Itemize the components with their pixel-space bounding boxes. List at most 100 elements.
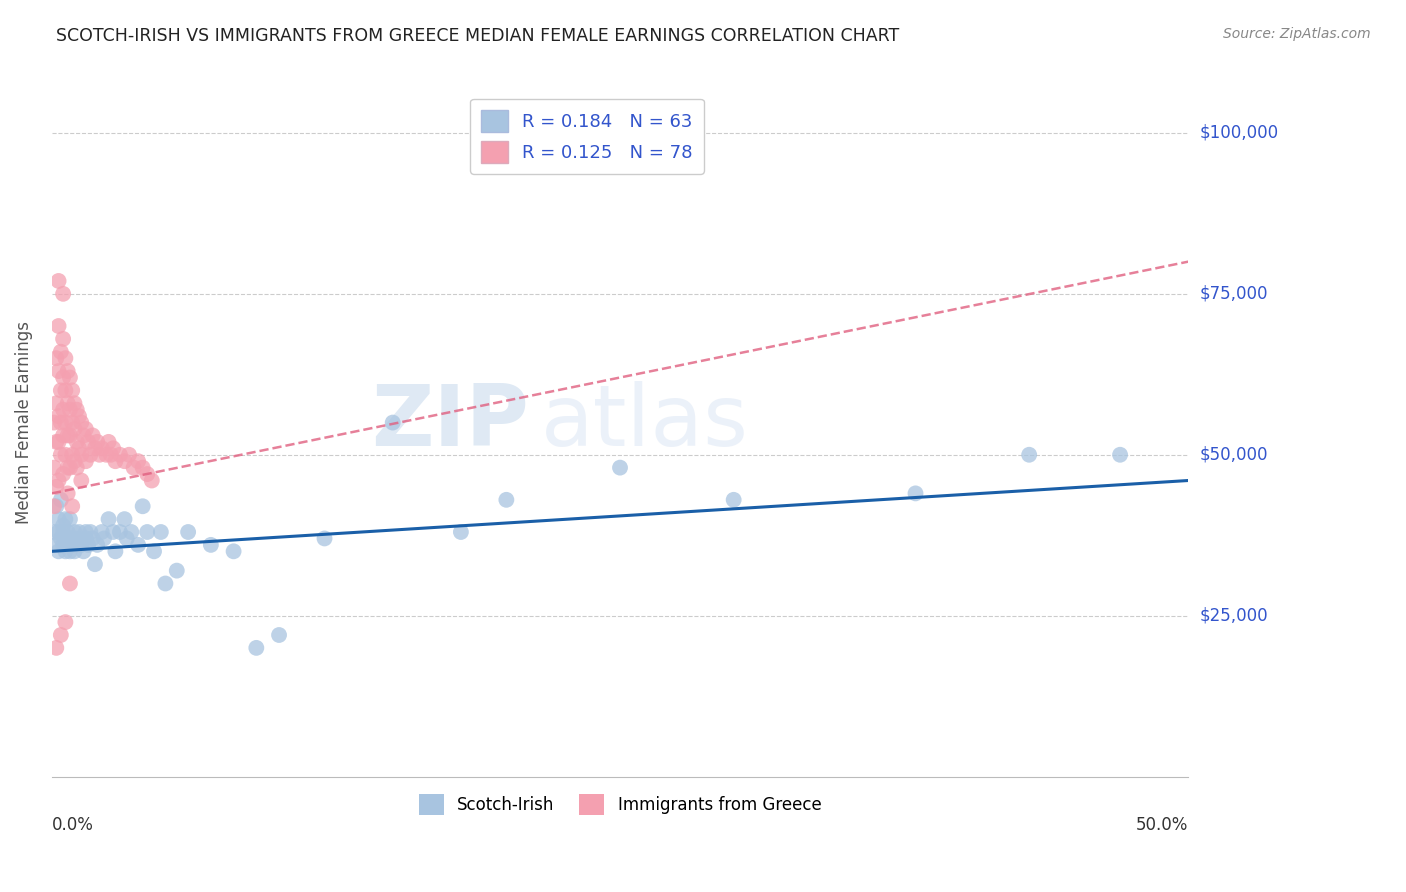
Point	[166, 564, 188, 578]
Text: $50,000: $50,000	[1199, 446, 1268, 464]
Point	[101, 442, 124, 456]
Point	[56, 364, 79, 378]
Point	[75, 524, 97, 539]
Point	[55, 544, 77, 558]
Point	[89, 448, 111, 462]
Point	[56, 486, 79, 500]
Point	[45, 434, 67, 449]
Point	[114, 512, 136, 526]
Point	[70, 416, 93, 430]
Point	[84, 558, 107, 572]
Point	[96, 448, 118, 462]
Point	[63, 422, 86, 436]
Point	[66, 402, 89, 417]
Point	[48, 474, 70, 488]
Point	[55, 351, 77, 366]
Point	[118, 448, 141, 462]
Point	[97, 434, 120, 449]
Point	[49, 344, 72, 359]
Point	[131, 500, 153, 514]
Point	[676, 158, 699, 172]
Point	[49, 416, 72, 430]
Text: 50.0%: 50.0%	[1136, 815, 1188, 833]
Point	[108, 448, 131, 462]
Point	[60, 416, 83, 430]
Point	[56, 396, 79, 410]
Point	[70, 448, 93, 462]
Point	[55, 532, 77, 546]
Point	[72, 544, 94, 558]
Point	[90, 442, 112, 456]
Point	[108, 524, 131, 539]
Point	[177, 524, 200, 539]
Point	[82, 532, 104, 546]
Point	[45, 538, 67, 552]
Point	[59, 460, 82, 475]
Point	[55, 448, 77, 462]
Point	[66, 460, 89, 475]
Point	[63, 544, 86, 558]
Point	[52, 332, 75, 346]
Point	[59, 428, 82, 442]
Text: atlas: atlas	[540, 381, 748, 464]
Point	[79, 524, 101, 539]
Point	[149, 524, 172, 539]
Point	[82, 428, 104, 442]
Point	[52, 518, 75, 533]
Point	[267, 628, 290, 642]
Text: $75,000: $75,000	[1199, 285, 1268, 302]
Point	[63, 524, 86, 539]
Point	[381, 416, 404, 430]
Point	[42, 500, 65, 514]
Text: Source: ZipAtlas.com: Source: ZipAtlas.com	[1223, 27, 1371, 41]
Point	[55, 615, 77, 629]
Point	[723, 492, 745, 507]
Point	[72, 428, 94, 442]
Point	[70, 474, 93, 488]
Point	[67, 524, 90, 539]
Point	[45, 396, 67, 410]
Text: $25,000: $25,000	[1199, 607, 1268, 624]
Point	[52, 286, 75, 301]
Point	[60, 448, 83, 462]
Point	[52, 467, 75, 481]
Point	[131, 460, 153, 475]
Point	[48, 512, 70, 526]
Point	[59, 512, 82, 526]
Point	[77, 538, 100, 552]
Point	[136, 467, 159, 481]
Point	[49, 532, 72, 546]
Point	[104, 544, 127, 558]
Point	[59, 576, 82, 591]
Point	[52, 428, 75, 442]
Point	[136, 524, 159, 539]
Point	[59, 402, 82, 417]
Point	[45, 480, 67, 494]
Point	[100, 448, 122, 462]
Point	[101, 524, 124, 539]
Point	[52, 538, 75, 552]
Point	[56, 428, 79, 442]
Point	[48, 524, 70, 539]
Point	[75, 422, 97, 436]
Point	[56, 538, 79, 552]
Point	[70, 538, 93, 552]
Point	[75, 532, 97, 546]
Point	[495, 492, 517, 507]
Point	[56, 460, 79, 475]
Point	[75, 454, 97, 468]
Text: ZIP: ZIP	[371, 381, 529, 464]
Point	[55, 416, 77, 430]
Point	[450, 524, 472, 539]
Point	[48, 364, 70, 378]
Point	[60, 538, 83, 552]
Point	[56, 524, 79, 539]
Point	[86, 538, 108, 552]
Point	[84, 442, 107, 456]
Point	[245, 640, 267, 655]
Point	[66, 434, 89, 449]
Point	[45, 351, 67, 366]
Point	[77, 434, 100, 449]
Point	[127, 538, 149, 552]
Text: SCOTCH-IRISH VS IMMIGRANTS FROM GREECE MEDIAN FEMALE EARNINGS CORRELATION CHART: SCOTCH-IRISH VS IMMIGRANTS FROM GREECE M…	[56, 27, 900, 45]
